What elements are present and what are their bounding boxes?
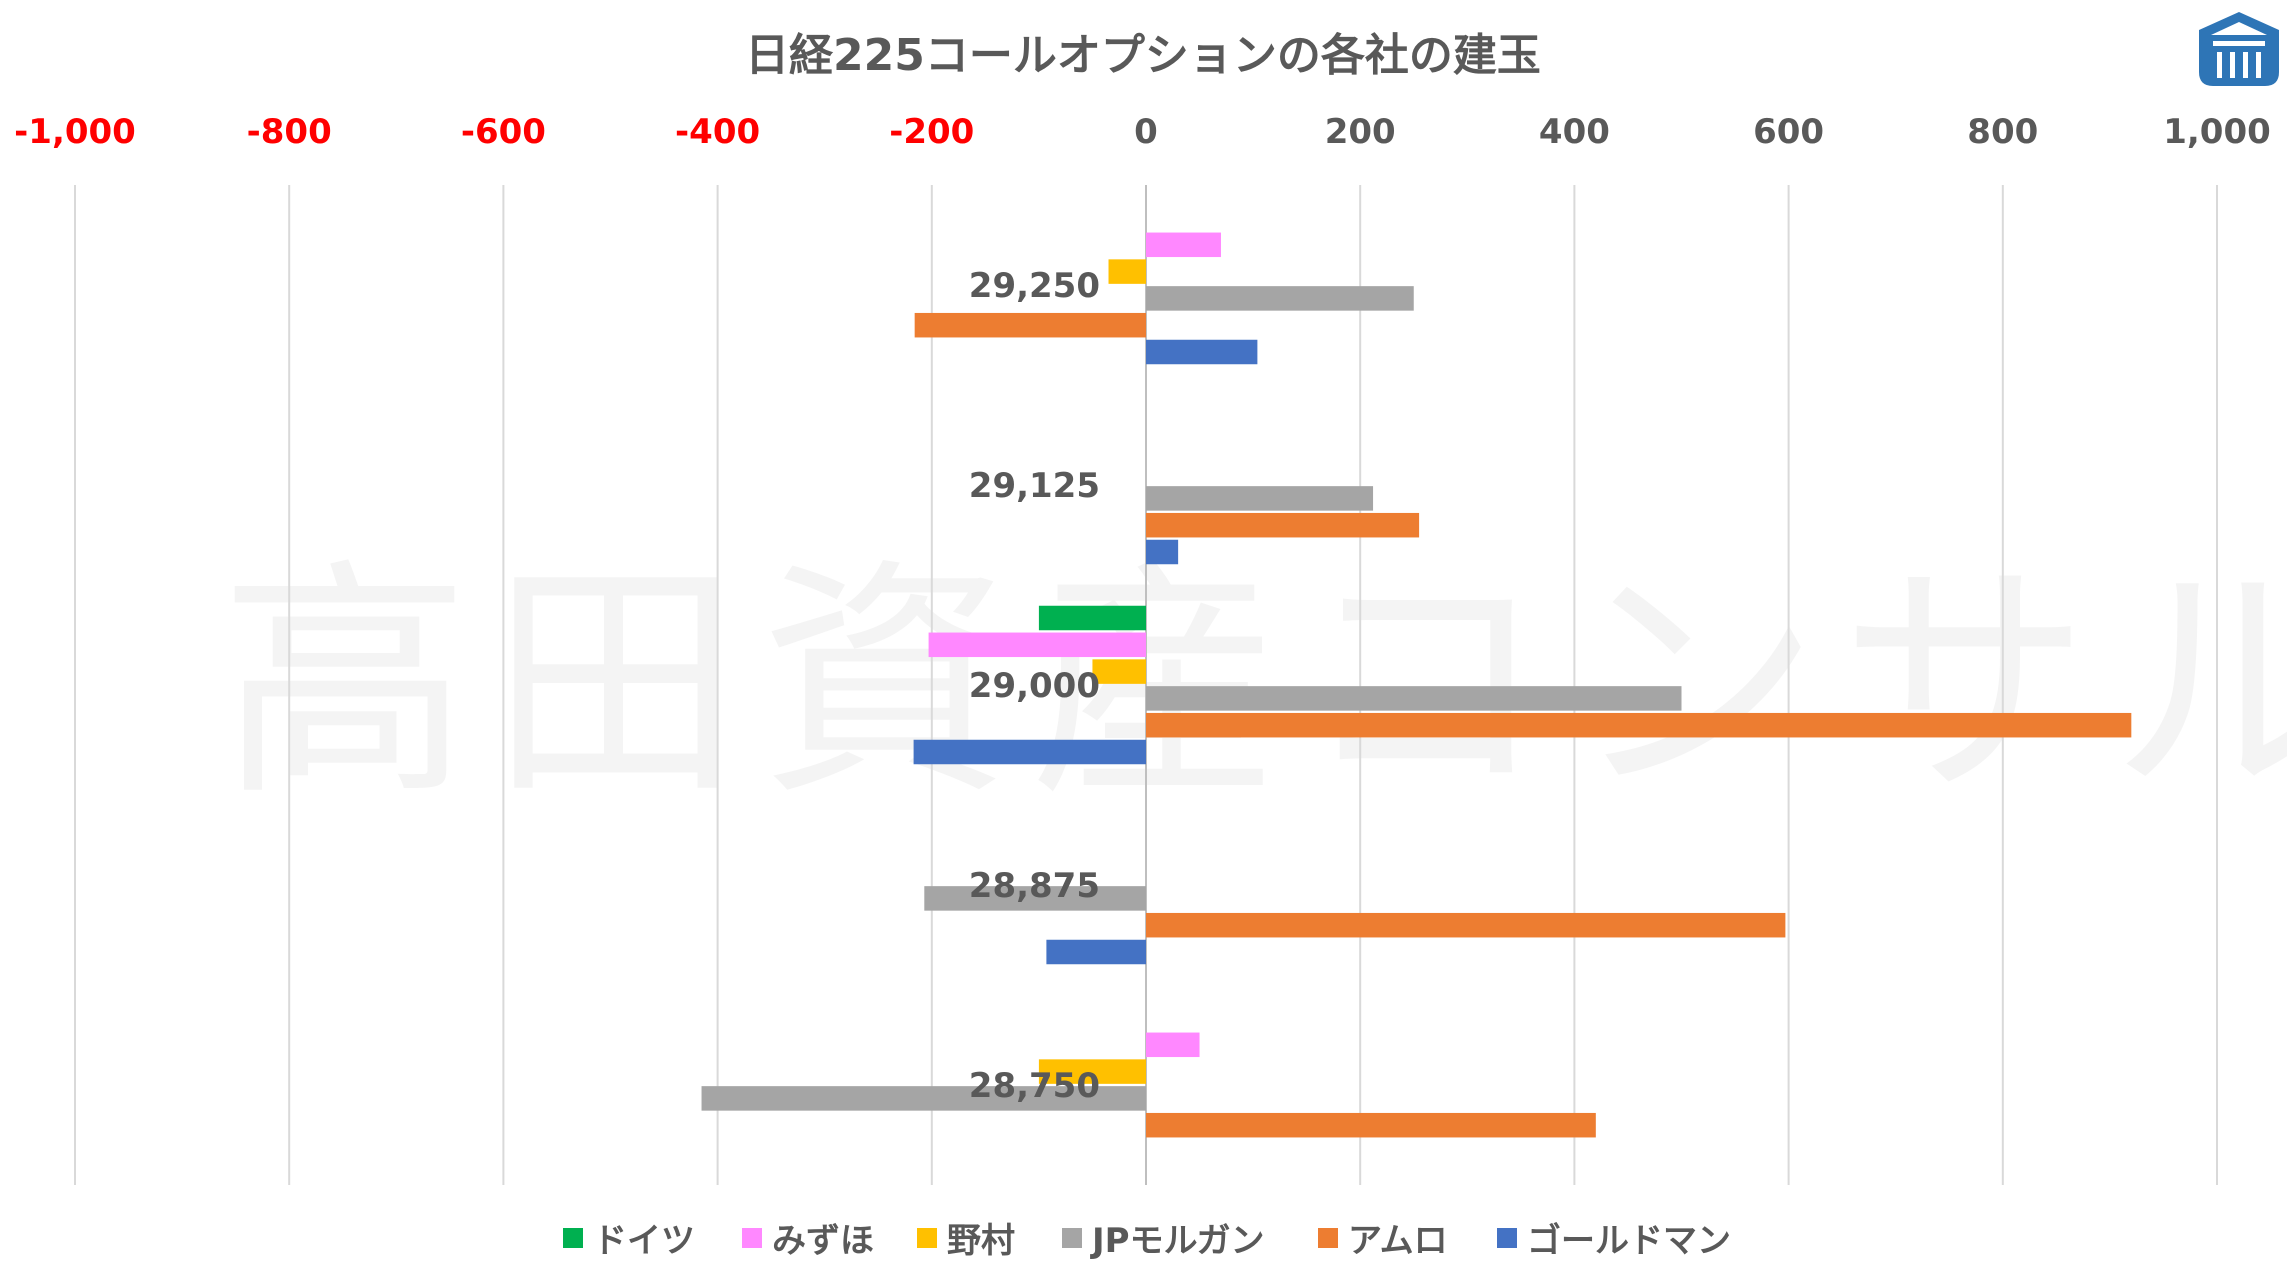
bar: [1146, 339, 1258, 365]
bar: [1046, 939, 1146, 965]
chart-watermark: 高田資産コンサル: [220, 538, 2287, 829]
bar: [1146, 286, 1414, 311]
legend-item: アムロ: [1318, 1221, 1448, 1261]
x-tick-label: -400: [675, 112, 760, 152]
bar: [924, 886, 1146, 911]
legend-swatch: [742, 1228, 762, 1248]
category-label: 29,125: [969, 466, 1100, 506]
x-tick-label: 200: [1325, 112, 1396, 152]
category-label: 29,000: [969, 666, 1100, 706]
bar: [1146, 1032, 1200, 1058]
bar: [1146, 912, 1786, 938]
legend-label: みずほ: [772, 1221, 874, 1261]
legend-swatch: [917, 1228, 937, 1248]
legend-swatch: [1497, 1228, 1517, 1248]
bar: [701, 1086, 1146, 1111]
legend: ドイツ みずほ 野村 JPモルガン アムロ ゴールドマン: [563, 1221, 1731, 1261]
bar: [1108, 259, 1146, 284]
x-tick-label: -200: [889, 112, 974, 152]
bar: [1146, 1112, 1596, 1138]
bar: [928, 632, 1146, 658]
legend-item: 野村: [917, 1221, 1015, 1261]
bar: [1038, 605, 1146, 631]
bar: [1146, 512, 1420, 538]
legend-label: JPモルガン: [1090, 1221, 1265, 1261]
legend-label: アムロ: [1348, 1221, 1448, 1261]
legend-item: ゴールドマン: [1497, 1221, 1731, 1261]
x-tick-label: 0: [1134, 112, 1158, 152]
legend-label: ドイツ: [593, 1221, 695, 1261]
bar: [1092, 659, 1146, 684]
x-tick-label: -1,000: [14, 112, 136, 152]
legend-swatch: [563, 1228, 583, 1248]
x-tick-labels: -1,000 -800 -600 -400 -200 0 200 400 600 800 1,000: [14, 112, 2271, 152]
category-labels: 29,250 29,125 29,000 28,875 28,750: [969, 266, 1100, 1106]
bar: [1146, 712, 2132, 738]
bar: [914, 312, 1146, 338]
category-label: 28,875: [969, 866, 1100, 906]
legend-swatch: [1062, 1228, 1082, 1248]
bar: [913, 739, 1146, 765]
legend-item: JPモルガン: [1062, 1221, 1265, 1261]
x-tick-label: 1,000: [2163, 112, 2271, 152]
bar: [1146, 539, 1179, 565]
bar: [1146, 686, 1682, 711]
legend-item: みずほ: [742, 1221, 874, 1261]
legend-item: ドイツ: [563, 1221, 695, 1261]
x-tick-label: -600: [461, 112, 546, 152]
category-label: 28,750: [969, 1066, 1100, 1106]
bar: [1038, 1059, 1146, 1084]
legend-swatch: [1318, 1228, 1338, 1248]
bars: [701, 232, 2132, 1138]
x-tick-label: 800: [1967, 112, 2038, 152]
x-tick-label: 400: [1539, 112, 1610, 152]
legend-label: ゴールドマン: [1527, 1221, 1731, 1261]
bar: [1146, 486, 1374, 511]
category-label: 29,250: [969, 266, 1100, 306]
x-tick-label: -800: [247, 112, 332, 152]
bar: [1146, 232, 1221, 258]
takata-logo: [2199, 12, 2279, 86]
chart-title: 日経225コールオプションの各社の建玉: [745, 30, 1541, 81]
x-tick-label: 600: [1753, 112, 1824, 152]
legend-label: 野村: [947, 1221, 1015, 1261]
